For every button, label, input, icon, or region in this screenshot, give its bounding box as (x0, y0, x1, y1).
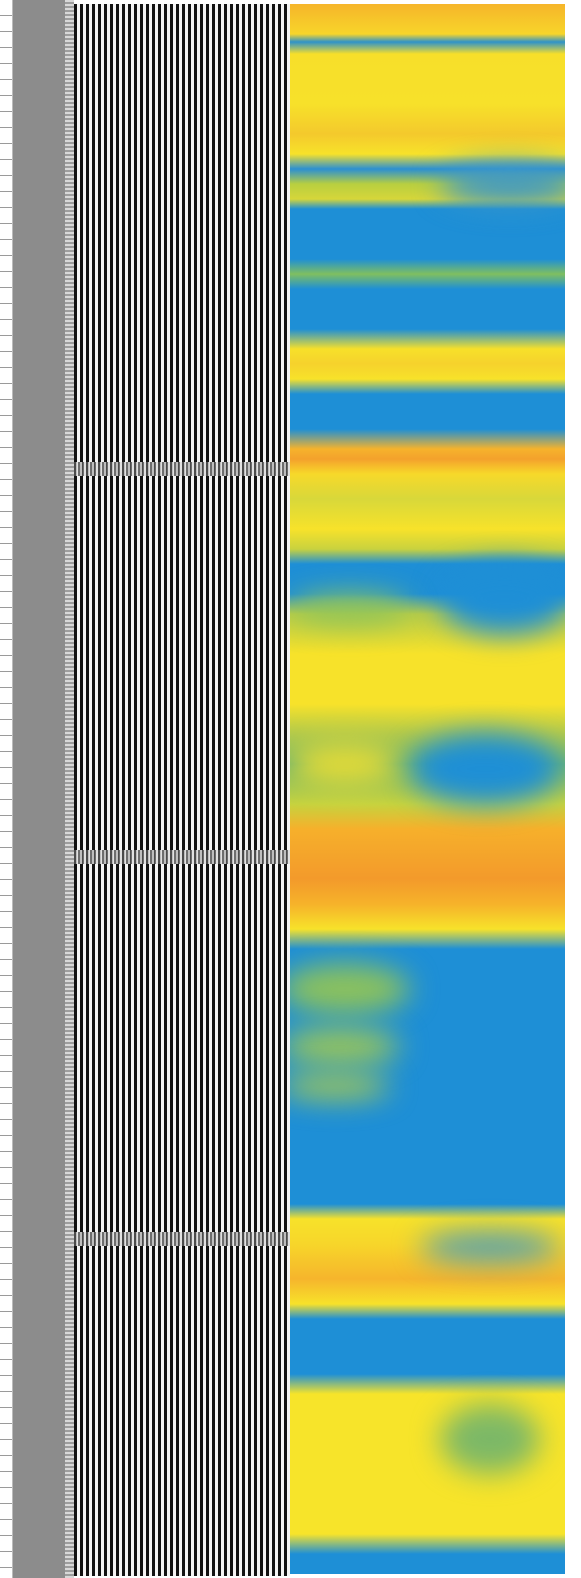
gray-track (13, 0, 65, 1578)
blob (440, 164, 565, 204)
blob (290, 1029, 400, 1064)
blob (290, 964, 410, 1014)
blob (290, 744, 400, 784)
blob (440, 564, 565, 634)
waveform-track (74, 4, 290, 1576)
image-track (290, 4, 565, 1574)
blob (290, 1074, 390, 1099)
blob (440, 1404, 540, 1474)
blob (290, 594, 410, 624)
blob (410, 734, 560, 804)
track-edge (65, 0, 74, 1578)
stripe-seam (74, 850, 290, 864)
depth-ticks (0, 0, 13, 1578)
stripe-seam (74, 1232, 290, 1246)
blob (420, 1232, 560, 1262)
stripe-seam (74, 462, 290, 476)
